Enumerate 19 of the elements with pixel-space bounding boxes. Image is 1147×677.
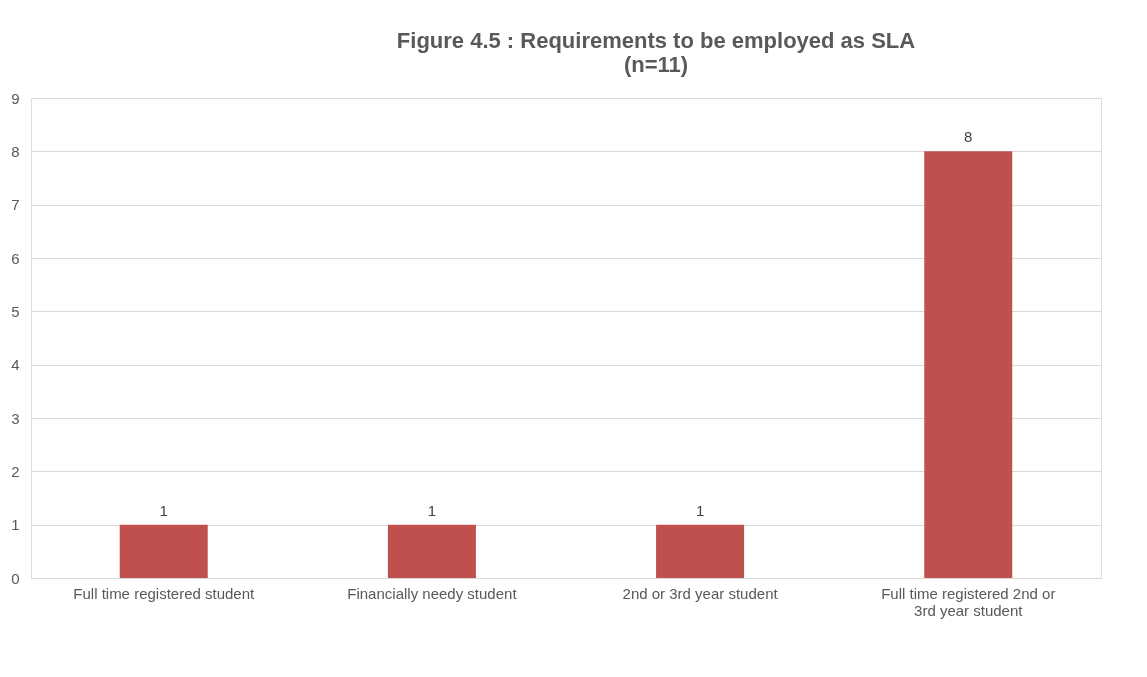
y-tick-label: 6: [11, 249, 20, 267]
x-tick-label: Full time registered 2nd or 3rd year student: [881, 584, 1056, 619]
y-tick-label: 9: [11, 89, 20, 107]
data-label: 1: [427, 501, 437, 519]
y-tick-label: 0: [11, 569, 20, 587]
y-tick-label: 3: [11, 409, 20, 427]
x-tick-label: Full time registered student: [73, 584, 256, 602]
data-label: 8: [964, 128, 973, 146]
data-label: 1: [695, 501, 705, 519]
y-tick-label: 4: [11, 356, 20, 374]
x-tick-label: 2nd or 3rd year student: [622, 584, 779, 602]
y-tick-label: 5: [11, 302, 20, 320]
x-tick-label: Financially needy student: [347, 584, 518, 602]
data-label: 1: [159, 501, 168, 519]
y-tick-label: 2: [11, 462, 20, 480]
y-tick-label: 7: [11, 196, 20, 214]
chart-title: Figure 4.5 : Requirements to be employed as SLA (n=11): [396, 28, 916, 77]
y-tick-label: 8: [11, 142, 20, 160]
y-tick-label: 1: [11, 516, 20, 534]
